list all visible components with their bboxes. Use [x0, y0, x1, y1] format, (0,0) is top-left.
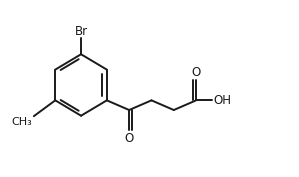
- Text: O: O: [124, 132, 134, 145]
- Text: Br: Br: [74, 25, 88, 38]
- Text: OH: OH: [214, 94, 232, 107]
- Text: CH₃: CH₃: [12, 117, 32, 127]
- Text: O: O: [191, 66, 201, 79]
